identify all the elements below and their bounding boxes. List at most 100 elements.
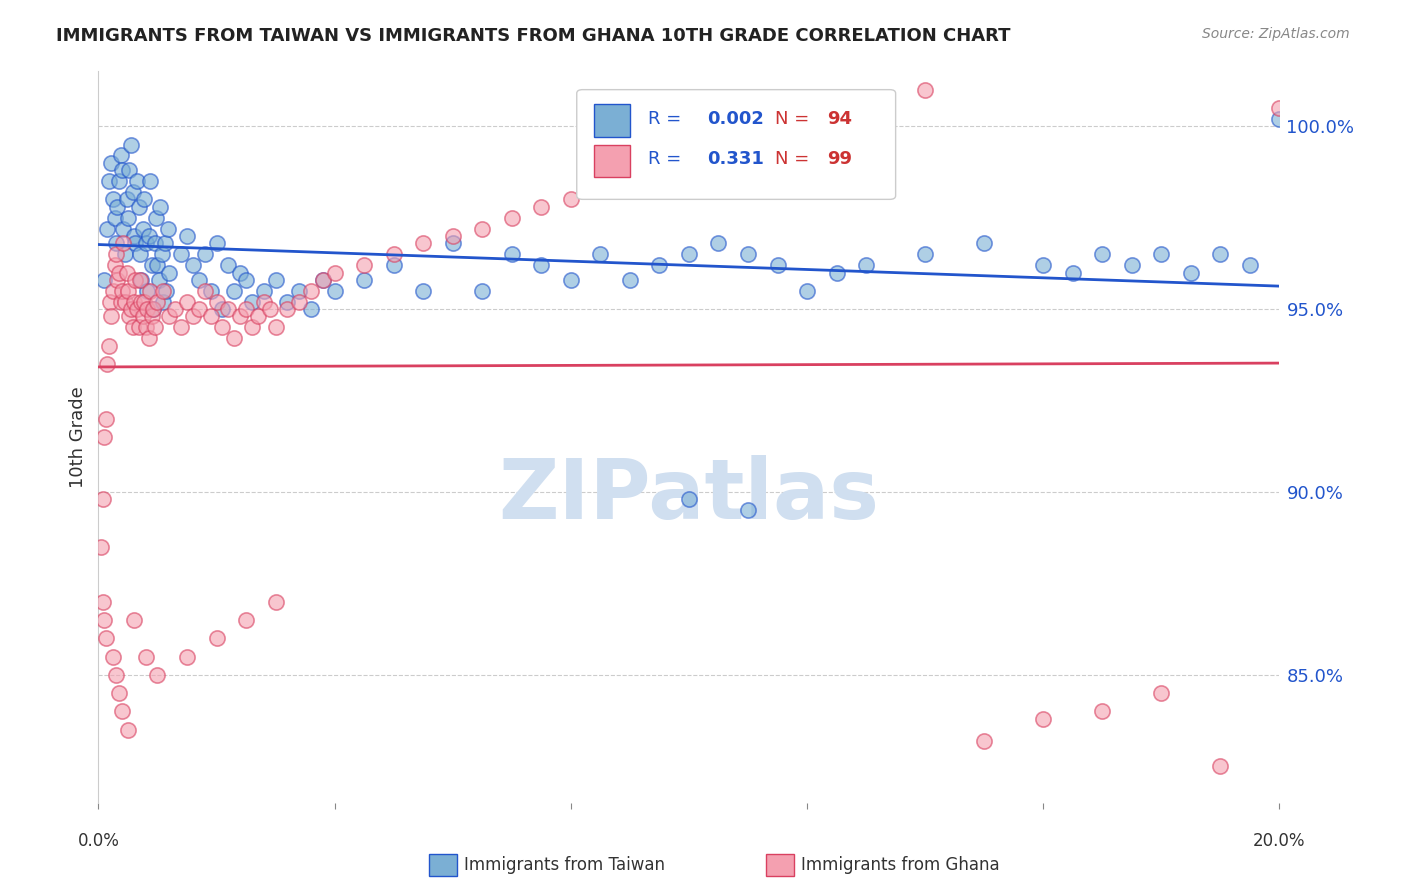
Point (135, 284, 157, 298)
Point (132, 221, 155, 235)
Point (125, 302, 148, 317)
Point (796, 284, 818, 298)
Point (560, 193, 582, 207)
Point (288, 294, 311, 309)
Point (135, 302, 157, 317)
Point (312, 273, 335, 287)
Point (110, 148, 132, 162)
Point (120, 137, 142, 152)
Point (125, 174, 148, 188)
Point (143, 236, 166, 251)
Point (100, 310, 122, 324)
Point (93, 613, 115, 627)
Point (141, 258, 163, 272)
Point (205, 632, 228, 646)
Point (1268, 101, 1291, 115)
Point (142, 302, 165, 317)
Point (153, 236, 176, 251)
Point (121, 185, 143, 199)
Point (1032, 258, 1054, 272)
Point (129, 273, 152, 287)
Text: N =: N = (775, 150, 810, 168)
Point (124, 236, 146, 251)
Point (155, 284, 177, 298)
Point (1268, 112, 1291, 126)
Point (796, 120, 818, 134)
Point (224, 331, 246, 345)
Point (181, 310, 204, 324)
Point (90, 540, 112, 554)
Point (353, 258, 375, 272)
Point (122, 229, 145, 244)
Point (205, 294, 228, 309)
Point (112, 236, 135, 251)
Point (530, 258, 553, 272)
Point (264, 320, 287, 334)
Point (128, 247, 150, 261)
Point (145, 211, 167, 225)
Point (139, 284, 162, 298)
Point (138, 229, 160, 244)
Point (176, 229, 198, 244)
Point (115, 193, 138, 207)
Point (246, 310, 269, 324)
Bar (595, 104, 630, 137)
Point (139, 174, 162, 188)
Point (91, 595, 114, 609)
Point (299, 284, 322, 298)
Point (98, 294, 121, 309)
Point (914, 247, 936, 261)
Point (412, 236, 434, 251)
Text: Immigrants from Taiwan: Immigrants from Taiwan (464, 856, 665, 874)
Point (560, 273, 582, 287)
Point (98, 174, 121, 188)
Point (382, 247, 405, 261)
Point (200, 310, 222, 324)
Point (148, 273, 170, 287)
Point (323, 284, 346, 298)
Point (135, 320, 157, 334)
Point (1180, 266, 1202, 280)
Point (707, 236, 730, 251)
Point (134, 193, 156, 207)
Point (128, 273, 150, 287)
Point (471, 284, 494, 298)
Point (229, 266, 252, 280)
Y-axis label: 10th Grade: 10th Grade (69, 386, 87, 488)
Point (96, 357, 118, 371)
Point (111, 284, 134, 298)
Point (129, 294, 152, 309)
Text: R =: R = (648, 150, 681, 168)
Point (170, 247, 193, 261)
Point (253, 284, 276, 298)
Point (176, 294, 198, 309)
Point (205, 236, 228, 251)
Point (98, 339, 121, 353)
Text: R =: R = (648, 110, 681, 128)
Point (737, 137, 759, 152)
Point (114, 294, 136, 309)
Point (1239, 258, 1261, 272)
Point (1209, 247, 1232, 261)
Point (157, 310, 180, 324)
Point (104, 258, 127, 272)
Point (117, 723, 139, 737)
Point (152, 284, 174, 298)
Text: 94: 94 (827, 110, 852, 128)
Point (187, 273, 209, 287)
Point (276, 294, 298, 309)
Point (157, 221, 180, 235)
Point (149, 200, 172, 214)
Point (530, 200, 553, 214)
Point (1209, 759, 1232, 773)
Point (103, 193, 125, 207)
Point (678, 247, 700, 261)
Point (619, 163, 641, 178)
Point (323, 266, 346, 280)
Point (217, 302, 239, 317)
Point (108, 266, 131, 280)
Point (1091, 705, 1114, 719)
Point (108, 686, 131, 700)
Point (1062, 266, 1084, 280)
Point (114, 247, 136, 261)
